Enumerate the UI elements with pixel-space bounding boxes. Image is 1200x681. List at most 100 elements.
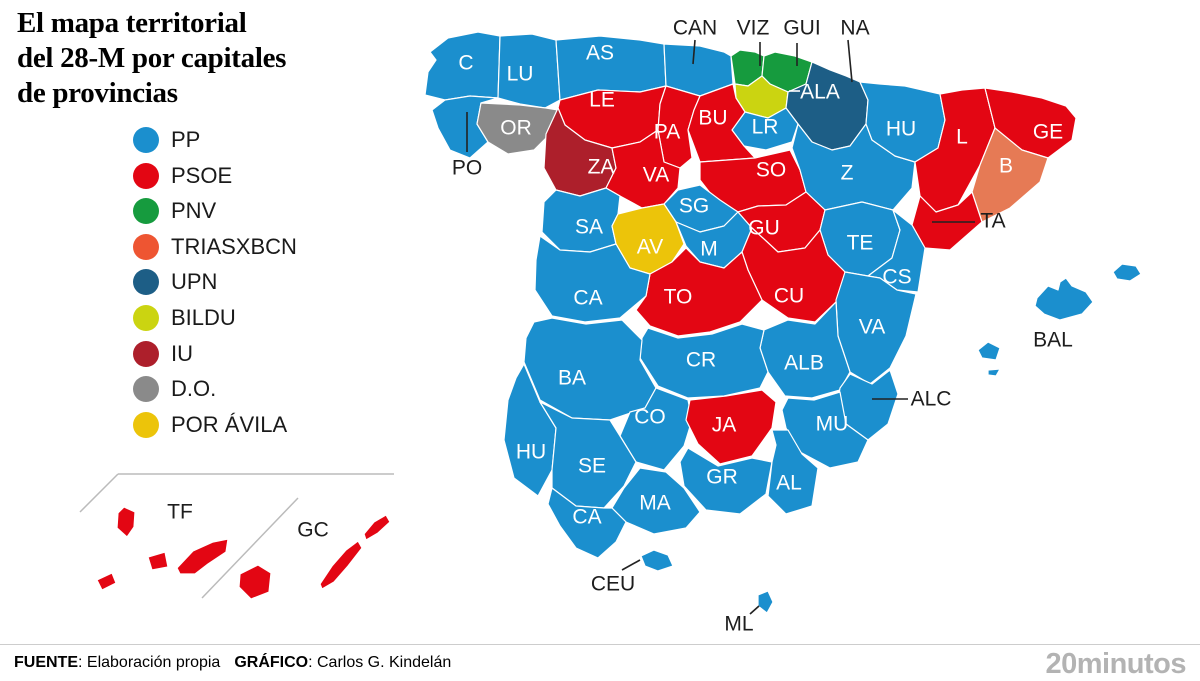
legend-swatch-trias xyxy=(133,233,159,260)
province-label-cu: CU xyxy=(774,285,804,308)
inset-island-la-gomera xyxy=(147,551,169,571)
province-label-le: LE xyxy=(589,89,615,112)
province-label-hu-huelva: HU xyxy=(516,441,546,464)
inset-island-tenerife xyxy=(176,538,229,575)
external-label-ceu: CEU xyxy=(591,573,635,596)
legend-swatch-bildu xyxy=(133,304,159,331)
province-label-lr: LR xyxy=(752,116,779,139)
province-label-ge: GE xyxy=(1033,121,1063,144)
province-ca-cadiz xyxy=(547,487,627,559)
province-label-ba: BA xyxy=(558,367,586,390)
province-ca-caceres xyxy=(534,235,651,323)
province-label-to: TO xyxy=(664,286,693,309)
province-label-ca-caceres: CA xyxy=(573,287,602,310)
province-label-va-valencia: VA xyxy=(859,316,885,339)
inset-island-fuerteventura xyxy=(319,540,363,590)
legend-label-do: D.O. xyxy=(171,376,217,402)
external-label-po: PO xyxy=(452,157,482,180)
province-al xyxy=(767,429,819,515)
province-label-so: SO xyxy=(756,159,786,182)
island-mallorca xyxy=(1034,277,1094,321)
legend-label-upn: UPN xyxy=(171,269,218,295)
external-label-ml: ML xyxy=(724,613,753,636)
title-line: de provincias xyxy=(17,77,178,109)
island-formentera xyxy=(987,368,1001,377)
legend-swatch-pp xyxy=(133,127,159,153)
inset-island-la-palma xyxy=(116,506,136,538)
province-label-alb: ALB xyxy=(784,352,824,375)
inset-frame-line-1 xyxy=(79,473,119,513)
external-label-can: CAN xyxy=(673,17,717,40)
inset-island-lanzarote xyxy=(363,514,391,541)
province-label-m: M xyxy=(700,238,718,261)
leader-line-ml xyxy=(749,605,760,615)
infographic-title: El mapa territorial del 28-M por capital… xyxy=(17,6,286,111)
legend-item-bildu: BILDU xyxy=(133,304,297,331)
legend-swatch-do xyxy=(133,376,159,403)
party-legend: PP PSOE PNV TRIASXBCN UPN BILDU IU D.O. POR ÁVIL… xyxy=(133,127,297,447)
external-label-na: NA xyxy=(840,17,869,40)
province-label-sa: SA xyxy=(575,216,603,239)
legend-label-iu: IU xyxy=(171,340,193,366)
legend-item-pp: PP xyxy=(133,127,297,153)
province-label-c: C xyxy=(458,52,473,75)
province-label-l: L xyxy=(956,126,968,149)
province-label-mu: MU xyxy=(816,413,849,436)
province-label-ca-cadiz: CA xyxy=(572,506,601,529)
title-line: del 28-M por capitales xyxy=(17,42,287,74)
province-label-bu: BU xyxy=(698,107,727,130)
province-ba xyxy=(523,317,657,421)
legend-label-trias: TRIASXBCN xyxy=(171,233,297,259)
legend-label-psoe: PSOE xyxy=(171,162,233,188)
province-b xyxy=(971,127,1049,223)
province-label-or: OR xyxy=(500,117,532,140)
province-label-z: Z xyxy=(841,162,854,185)
province-label-gu: GU xyxy=(748,217,780,240)
publisher-logo: 20minutos xyxy=(1045,648,1186,680)
province-label-cs: CS xyxy=(882,266,911,289)
legend-swatch-psoe xyxy=(133,162,159,189)
legend-item-do: D.O. xyxy=(133,376,297,403)
province-to xyxy=(635,247,763,337)
legend-label-pnv: PNV xyxy=(171,198,217,224)
province-ja xyxy=(685,389,777,465)
province-co xyxy=(619,387,693,471)
province-label-b: B xyxy=(999,155,1013,178)
footer-source-label: FUENTE xyxy=(14,654,78,671)
external-label-viz: VIZ xyxy=(737,17,770,40)
province-label-cr: CR xyxy=(686,349,716,372)
province-label-co: CO xyxy=(634,406,666,429)
legend-item-pnv: PNV xyxy=(133,198,297,225)
legend-item-upn: UPN xyxy=(133,269,297,296)
legend-swatch-iu xyxy=(133,340,159,367)
province-gr xyxy=(679,447,773,515)
province-se xyxy=(539,401,637,509)
legend-label-bildu: BILDU xyxy=(171,304,236,330)
external-label-bal: BAL xyxy=(1033,329,1073,352)
island-ceuta xyxy=(640,549,674,572)
legend-swatch-poravila xyxy=(133,411,159,438)
province-ma xyxy=(611,467,701,535)
footer: FUENTE: Elaboración propia GRÁFICO: Carlo… xyxy=(0,644,1200,680)
legend-item-iu: IU xyxy=(133,340,297,367)
province-or xyxy=(476,102,559,155)
province-label-za: ZA xyxy=(588,156,615,179)
footer-graphic-label: GRÁFICO xyxy=(234,654,309,671)
legend-item-poravila: POR ÁVILA xyxy=(133,411,297,438)
leader-line-na xyxy=(847,39,853,83)
inset-island-el-hierro xyxy=(96,572,117,591)
footer-credits: FUENTE: Elaboración propia GRÁFICO: Carlo… xyxy=(14,654,451,672)
province-label-te: TE xyxy=(847,232,874,255)
external-label-gui: GUI xyxy=(783,17,820,40)
external-label-ala: ALA xyxy=(800,81,840,104)
title-line: El mapa territorial xyxy=(17,7,247,39)
leader-line-ceu xyxy=(621,559,641,571)
province-lu xyxy=(497,33,561,109)
province-label-sg: SG xyxy=(679,195,709,218)
legend-label-poravila: POR ÁVILA xyxy=(171,411,288,437)
island-menorca xyxy=(1112,263,1142,282)
footer-source-text: : Elaboración propia xyxy=(78,654,221,671)
island-ibiza xyxy=(977,341,1001,361)
